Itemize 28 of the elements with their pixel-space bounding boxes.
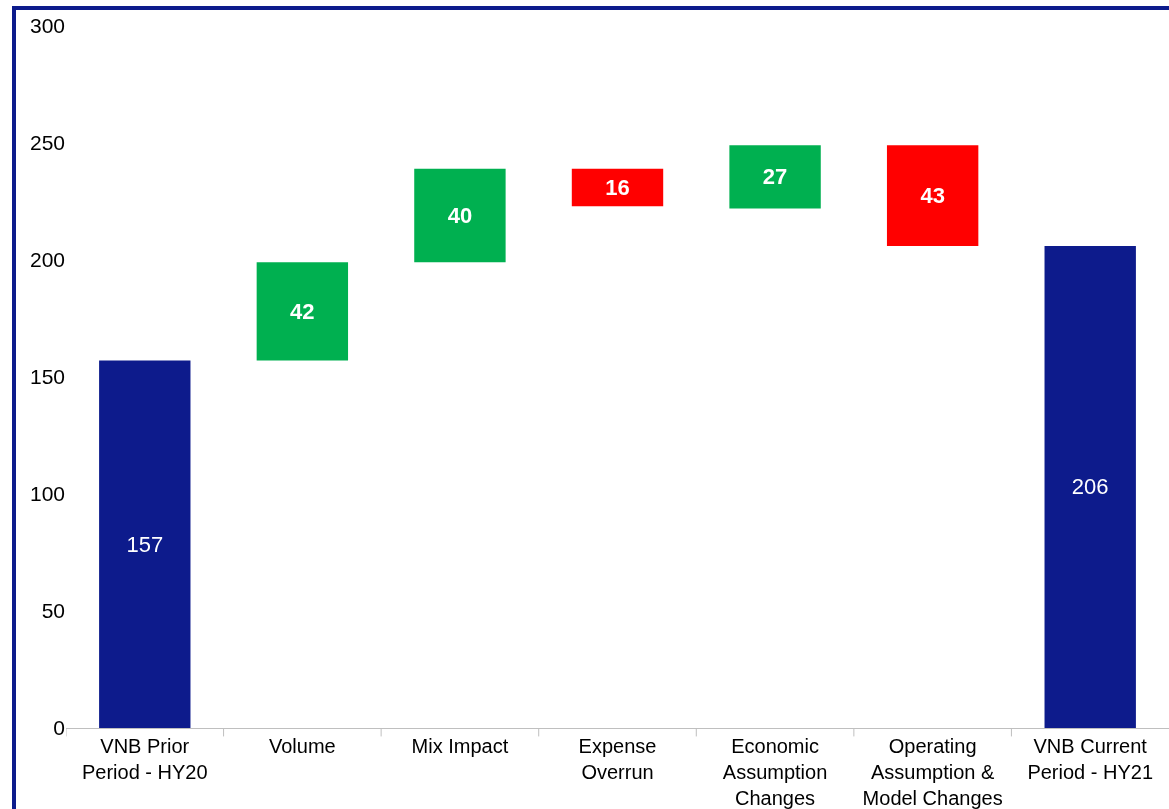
- data-label: 27: [762, 164, 788, 190]
- y-tick-label: 250: [29, 131, 65, 155]
- bar: [571, 168, 664, 207]
- bar: [256, 262, 349, 361]
- data-label: 40: [447, 203, 473, 229]
- bar: [414, 168, 506, 263]
- y-tick-label: 200: [29, 248, 65, 272]
- x-tick-label: VNB Prior Period - HY20: [81, 735, 208, 783]
- y-tick-label: 0: [53, 716, 65, 740]
- bar: [99, 360, 191, 728]
- data-label: 206: [1071, 474, 1109, 500]
- x-tick-label: Economic Assumption Changes: [722, 735, 828, 809]
- x-tick-label: Mix Impact: [411, 735, 509, 757]
- y-tick-label: 150: [29, 365, 65, 389]
- data-label: 16: [605, 174, 630, 200]
- bar: [729, 145, 821, 209]
- bar: [886, 145, 979, 246]
- data-label: 43: [920, 183, 945, 209]
- x-tick-label: Volume: [269, 735, 336, 757]
- x-tick-label: Expense Overrun: [578, 735, 657, 783]
- y-tick-label: 50: [41, 599, 65, 623]
- y-tick-label: 100: [29, 482, 65, 506]
- x-tick-label: Operating Assumption & Model Changes: [862, 735, 1003, 809]
- y-tick-label: 300: [29, 14, 65, 38]
- bar: [1044, 245, 1136, 728]
- data-label: 42: [290, 298, 315, 324]
- x-tick-label: VNB Current Period - HY21: [1027, 735, 1154, 783]
- data-label: 157: [126, 531, 164, 557]
